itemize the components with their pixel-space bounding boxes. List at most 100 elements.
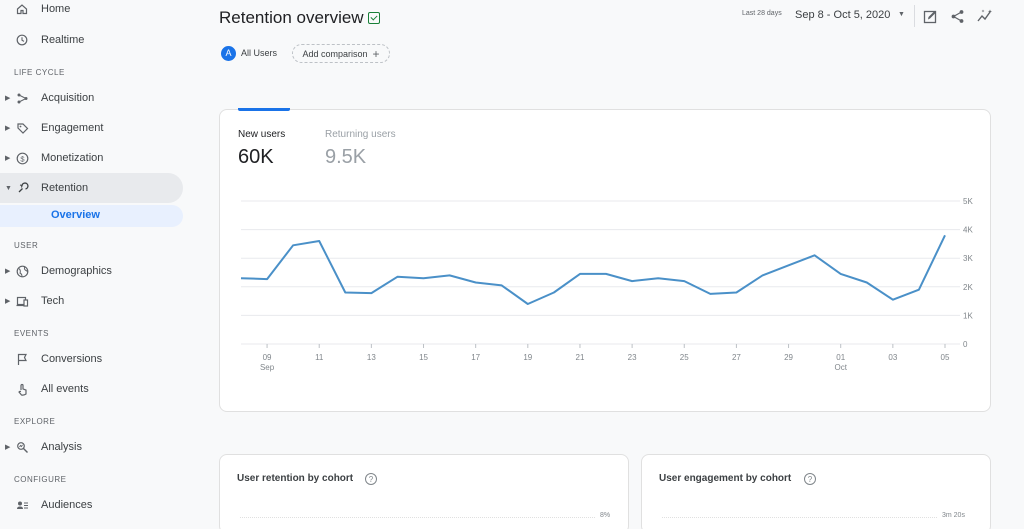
axis-label: 8%: [600, 512, 611, 519]
y-tick-label: 2K: [963, 283, 973, 292]
x-tick-label: 21: [576, 353, 585, 362]
analysis-icon: [15, 440, 29, 454]
date-range-prefix: Last 28 days: [742, 10, 782, 17]
y-tick-label: 5K: [963, 197, 973, 206]
all-users-chip[interactable]: A All Users: [221, 44, 277, 62]
svg-text:$: $: [20, 154, 25, 163]
sidebar-item-conversions[interactable]: Conversions: [0, 344, 183, 374]
card-title: User retention by cohort: [237, 473, 354, 484]
sidebar-item-label: Tech: [41, 295, 65, 307]
sidebar-item-label: All events: [41, 383, 89, 395]
x-tick-label: 25: [680, 353, 689, 362]
card-title: User engagement by cohort: [659, 473, 792, 484]
y-tick-label: 0: [963, 340, 968, 349]
caret-right-icon: ▶: [5, 298, 11, 305]
y-tick-label: 4K: [963, 226, 973, 235]
sidebar-item-audiences[interactable]: Audiences: [0, 490, 183, 520]
acquisition-icon: [15, 91, 29, 105]
flag-icon: [15, 352, 29, 366]
series-line-new-users[interactable]: [240, 234, 946, 305]
axis-label: 3m 20s: [942, 512, 965, 519]
sidebar-item-acquisition[interactable]: ▶ Acquisition: [0, 83, 183, 113]
sidebar-item-label: Conversions: [41, 353, 103, 365]
touch-icon: [15, 382, 29, 396]
sidebar-item-label: Home: [41, 3, 71, 15]
sidebar-item-label: Retention: [41, 182, 89, 194]
help-icon[interactable]: ?: [365, 473, 377, 485]
x-tick-label: 19: [523, 353, 532, 362]
segment-avatar: A: [221, 45, 236, 61]
retention-cohort-card: User retention by cohort ? 8%: [219, 454, 629, 529]
engagement-cohort-card: User engagement by cohort ? 3m 20s: [641, 454, 991, 529]
date-range-picker[interactable]: Sep 8 - Oct 5, 2020: [795, 9, 891, 21]
section-explore: EXPLORE: [14, 417, 56, 426]
section-user: USER: [14, 241, 39, 250]
x-tick-label: 09: [263, 353, 272, 362]
x-tick-month-label: Oct: [834, 363, 847, 372]
x-tick-label: 17: [471, 353, 480, 362]
check-badge-icon[interactable]: [368, 12, 380, 24]
x-tick-month-label: Sep: [260, 363, 275, 372]
x-tick-label: 11: [315, 353, 324, 362]
header-divider: [914, 5, 915, 27]
insights-icon[interactable]: [976, 7, 994, 25]
sidebar-subitem-label: Overview: [51, 209, 100, 221]
sidebar-item-realtime[interactable]: Realtime: [0, 25, 183, 55]
caret-down-icon: ▼: [5, 184, 12, 192]
x-tick-label: 05: [941, 353, 950, 362]
sidebar-item-engagement[interactable]: ▶ Engagement: [0, 113, 183, 143]
x-tick-label: 15: [419, 353, 428, 362]
x-tick-label: 27: [732, 353, 741, 362]
help-icon[interactable]: ?: [804, 473, 816, 485]
tab-new-users-label[interactable]: New users: [238, 129, 286, 140]
globe-icon: [15, 264, 29, 278]
sidebar-item-analysis[interactable]: ▶ Analysis: [0, 432, 183, 462]
devices-icon: [15, 294, 29, 308]
sidebar-item-label: Realtime: [41, 34, 85, 46]
sidebar-item-label: Analysis: [41, 441, 82, 453]
clock-icon: [15, 33, 29, 47]
caret-right-icon: ▶: [5, 268, 11, 275]
grid-line: [240, 517, 595, 518]
sidebar-item-all-events[interactable]: All events: [0, 374, 183, 404]
sidebar-item-monetization[interactable]: ▶ $ Monetization: [0, 143, 183, 173]
home-icon: [15, 2, 29, 16]
x-tick-label: 03: [888, 353, 897, 362]
customize-report-icon[interactable]: [921, 7, 939, 25]
x-tick-label: 13: [367, 353, 376, 362]
add-comparison-label: Add comparison: [302, 48, 368, 59]
x-tick-label: 23: [628, 353, 637, 362]
caret-right-icon: ▶: [5, 95, 11, 102]
sidebar-subitem-overview[interactable]: Overview: [0, 205, 183, 227]
section-lifecycle: LIFE CYCLE: [14, 68, 65, 77]
grid-line: [662, 517, 937, 518]
sidebar-item-label: Audiences: [41, 499, 93, 511]
users-chart-card: New users 60K Returning users 9.5K 0 1K 2K…: [219, 108, 991, 412]
tab-indicator: [238, 108, 290, 111]
sidebar-item-demographics[interactable]: ▶ Demographics: [0, 256, 183, 286]
section-events: EVENTS: [14, 329, 50, 338]
tab-returning-users-label[interactable]: Returning users: [325, 129, 396, 140]
sidebar-item-label: Acquisition: [41, 92, 95, 104]
all-users-label: All Users: [241, 48, 278, 58]
y-tick-label: 1K: [963, 311, 973, 320]
sidebar-item-home[interactable]: Home: [0, 0, 183, 24]
sidebar-item-retention[interactable]: ▼ Retention: [0, 173, 183, 203]
sidebar: Home Realtime LIFE CYCLE ▶ Acquisition ▶…: [0, 0, 190, 529]
sidebar-item-tech[interactable]: ▶ Tech: [0, 286, 183, 316]
audiences-icon: [15, 498, 29, 512]
caret-right-icon: ▶: [5, 155, 11, 162]
sidebar-item-label: Monetization: [41, 152, 104, 164]
tab-returning-users-value[interactable]: 9.5K: [325, 146, 367, 168]
share-icon[interactable]: [948, 7, 966, 25]
engagement-icon: [15, 121, 29, 135]
caret-right-icon: ▶: [5, 125, 11, 132]
x-tick-label: 01: [836, 353, 845, 362]
tab-new-users-value[interactable]: 60K: [238, 146, 274, 168]
chevron-down-icon[interactable]: ▼: [898, 11, 905, 18]
dollar-icon: $: [15, 151, 29, 165]
caret-right-icon: ▶: [5, 444, 11, 451]
sidebar-item-label: Demographics: [41, 265, 112, 277]
add-comparison-button[interactable]: Add comparison +: [292, 44, 390, 63]
